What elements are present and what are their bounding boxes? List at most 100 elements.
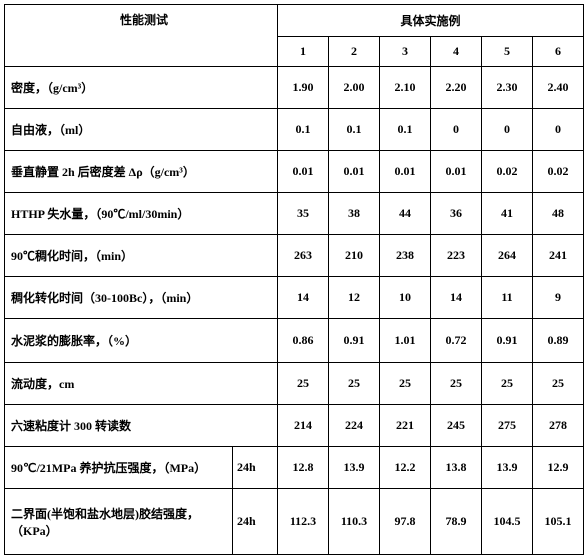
data-cell: 0.89 [533,319,584,363]
data-cell: 221 [380,405,431,447]
row-label: 自由液，（ml） [5,109,278,151]
row-label: 密度，（g/cm³） [5,67,278,109]
data-cell: 25 [329,363,380,405]
sub-col: 24h [233,447,278,489]
data-cell: 0.01 [278,151,329,193]
data-cell: 275 [482,405,533,447]
data-cell: 224 [329,405,380,447]
data-cell: 11 [482,277,533,319]
data-cell: 44 [380,193,431,235]
data-cell: 0 [533,109,584,151]
data-cell: 48 [533,193,584,235]
row-label: 垂直静置 2h 后密度差 Δρ（g/cm³） [5,151,278,193]
data-cell: 0.01 [329,151,380,193]
data-cell: 0.91 [482,319,533,363]
data-cell: 0.91 [329,319,380,363]
data-cell: 78.9 [431,489,482,555]
col-6: 6 [533,37,584,67]
data-cell: 241 [533,235,584,277]
data-cell: 110.3 [329,489,380,555]
data-cell: 12 [329,277,380,319]
row-label: 六速粘度计 300 转读数 [5,405,278,447]
data-cell: 12.8 [278,447,329,489]
data-cell: 278 [533,405,584,447]
data-cell: 0.01 [380,151,431,193]
data-cell: 13.8 [431,447,482,489]
col-3: 3 [380,37,431,67]
table-row: 90℃/21MPa 养护抗压强度，（MPa）24h12.813.912.213.… [5,447,584,489]
row-label: 稠化转化时间（30-100Bc），（min） [5,277,278,319]
data-cell: 1.01 [380,319,431,363]
data-cell: 14 [278,277,329,319]
data-cell: 14 [431,277,482,319]
data-cell: 214 [278,405,329,447]
data-cell: 25 [533,363,584,405]
header-examples: 具体实施例 [278,5,584,37]
data-cell: 2.10 [380,67,431,109]
data-cell: 112.3 [278,489,329,555]
data-cell: 2.20 [431,67,482,109]
row-label: 流动度，cm [5,363,278,405]
spec-table: 性能测试 具体实施例 1 2 3 4 5 6 密度，（g/cm³）1.902.0… [4,4,584,555]
col-4: 4 [431,37,482,67]
col-1: 1 [278,37,329,67]
table-row: 自由液，（ml）0.10.10.1000 [5,109,584,151]
data-cell: 13.9 [329,447,380,489]
table-row: 垂直静置 2h 后密度差 Δρ（g/cm³）0.010.010.010.010.… [5,151,584,193]
data-cell: 9 [533,277,584,319]
data-cell: 0.86 [278,319,329,363]
table-row: 密度，（g/cm³）1.902.002.102.202.302.40 [5,67,584,109]
data-cell: 10 [380,277,431,319]
sub-col: 24h [233,489,278,555]
data-cell: 263 [278,235,329,277]
data-cell: 223 [431,235,482,277]
table-row: 流动度，cm252525252525 [5,363,584,405]
data-cell: 210 [329,235,380,277]
data-cell: 105.1 [533,489,584,555]
table-row: 六速粘度计 300 转读数214224221245275278 [5,405,584,447]
data-cell: 245 [431,405,482,447]
row-label: HTHP 失水量，（90℃/ml/30min） [5,193,278,235]
table-row: 90℃稠化时间，（min）263210238223264241 [5,235,584,277]
data-cell: 97.8 [380,489,431,555]
data-cell: 0.02 [482,151,533,193]
col-5: 5 [482,37,533,67]
col-2: 2 [329,37,380,67]
table-body: 密度，（g/cm³）1.902.002.102.202.302.40自由液，（m… [5,67,584,555]
data-cell: 0.02 [533,151,584,193]
data-cell: 35 [278,193,329,235]
table-row: 二界面(半饱和盐水地层)胶结强度，（KPa）24h112.3110.397.87… [5,489,584,555]
data-cell: 12.9 [533,447,584,489]
table-row: 水泥浆的膨胀率，（%）0.860.911.010.720.910.89 [5,319,584,363]
data-cell: 2.00 [329,67,380,109]
data-cell: 0 [431,109,482,151]
table-row: 稠化转化时间（30-100Bc），（min）14121014119 [5,277,584,319]
data-cell: 238 [380,235,431,277]
data-cell: 36 [431,193,482,235]
row-label: 90℃稠化时间，（min） [5,235,278,277]
data-cell: 264 [482,235,533,277]
data-cell: 0.72 [431,319,482,363]
data-cell: 0 [482,109,533,151]
data-cell: 13.9 [482,447,533,489]
data-cell: 12.2 [380,447,431,489]
data-cell: 38 [329,193,380,235]
data-cell: 0.01 [431,151,482,193]
data-cell: 25 [482,363,533,405]
row-label: 二界面(半饱和盐水地层)胶结强度，（KPa） [5,489,233,555]
row-label: 90℃/21MPa 养护抗压强度，（MPa） [5,447,233,489]
row-label: 水泥浆的膨胀率，（%） [5,319,278,363]
data-cell: 0.1 [380,109,431,151]
table-row: HTHP 失水量，（90℃/ml/30min）353844364148 [5,193,584,235]
data-cell: 0.1 [329,109,380,151]
data-cell: 25 [380,363,431,405]
data-cell: 25 [431,363,482,405]
data-cell: 104.5 [482,489,533,555]
data-cell: 2.30 [482,67,533,109]
data-cell: 1.90 [278,67,329,109]
data-cell: 41 [482,193,533,235]
data-cell: 2.40 [533,67,584,109]
header-perf-test: 性能测试 [5,5,278,67]
data-cell: 0.1 [278,109,329,151]
data-cell: 25 [278,363,329,405]
